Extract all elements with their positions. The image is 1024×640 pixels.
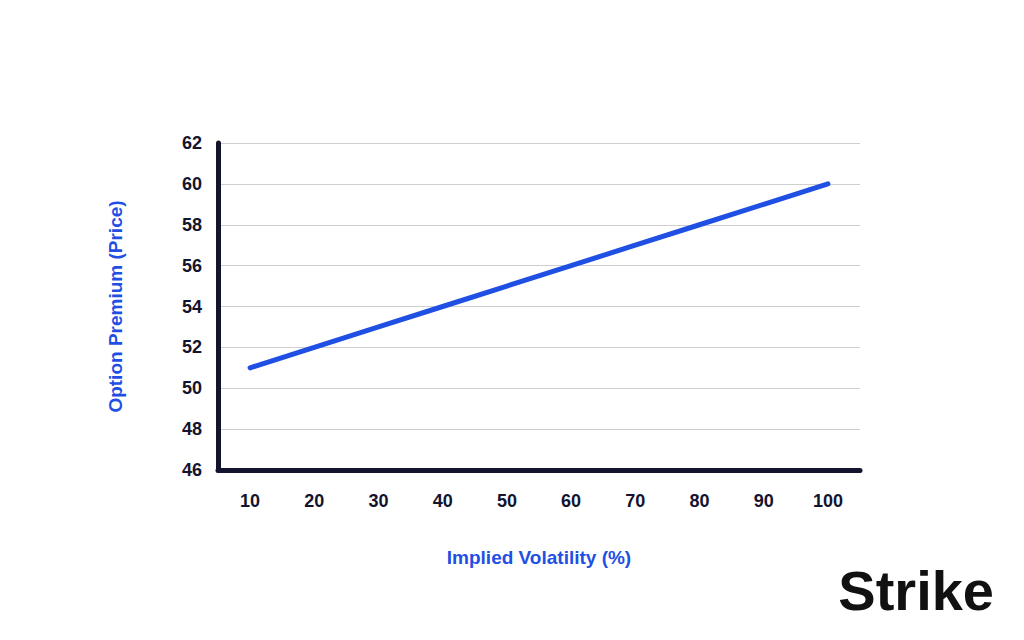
svg-text:Option Premium (Price): Option Premium (Price) (105, 200, 126, 412)
svg-text:54: 54 (182, 297, 202, 317)
svg-text:46: 46 (182, 460, 202, 480)
svg-text:30: 30 (368, 491, 388, 511)
svg-text:70: 70 (625, 491, 645, 511)
svg-text:80: 80 (689, 491, 709, 511)
svg-text:100: 100 (813, 491, 843, 511)
svg-text:20: 20 (304, 491, 324, 511)
svg-text:62: 62 (182, 133, 202, 153)
svg-text:40: 40 (433, 491, 453, 511)
svg-text:52: 52 (182, 337, 202, 357)
svg-text:48: 48 (182, 419, 202, 439)
svg-text:60: 60 (182, 174, 202, 194)
svg-text:Implied Volatility (%): Implied Volatility (%) (447, 547, 631, 568)
svg-text:50: 50 (182, 378, 202, 398)
svg-text:90: 90 (754, 491, 774, 511)
svg-text:Strike: Strike (838, 559, 994, 622)
svg-text:58: 58 (182, 215, 202, 235)
svg-text:56: 56 (182, 256, 202, 276)
svg-text:10: 10 (240, 491, 260, 511)
svg-text:60: 60 (561, 491, 581, 511)
svg-text:50: 50 (497, 491, 517, 511)
